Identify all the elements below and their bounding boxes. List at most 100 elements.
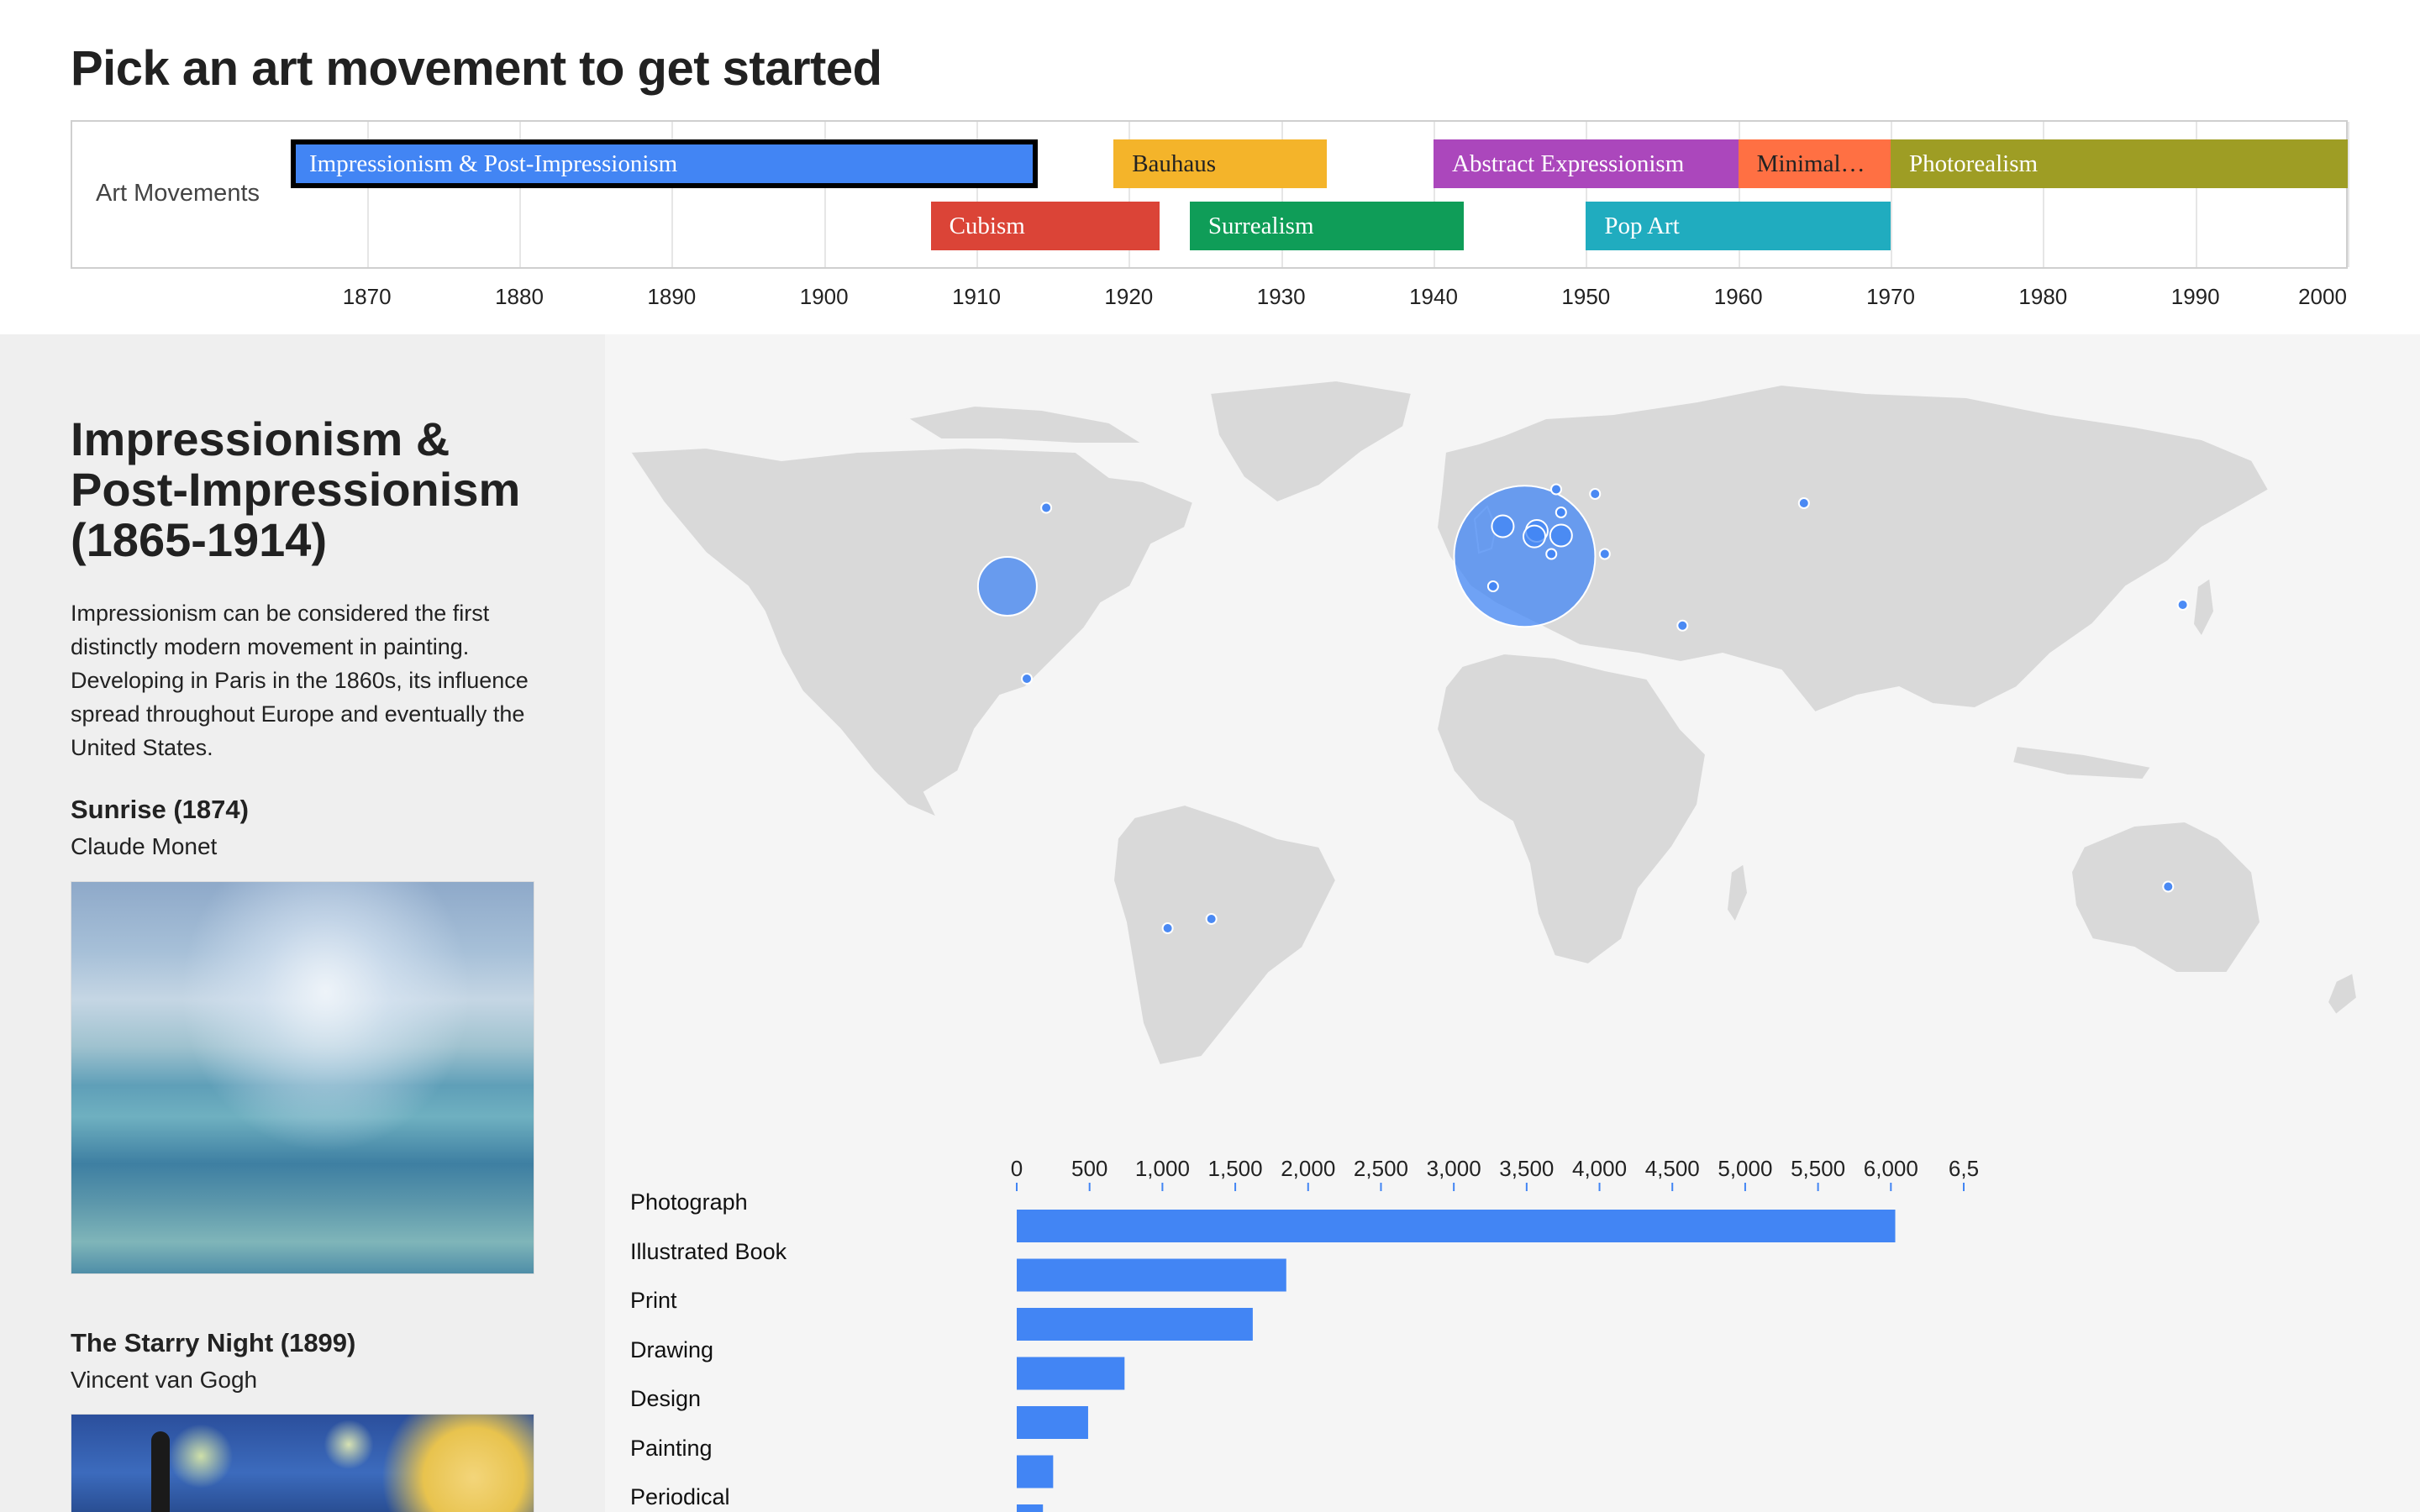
movement-title: Impressionism & Post-Impressionism (1865…	[71, 412, 521, 566]
timeline-section: Pick an art movement to get started Art …	[0, 0, 2420, 334]
x-tick-label: 1,000	[1135, 1156, 1190, 1181]
timeline-gridline	[1586, 122, 1588, 267]
timeline-gridline	[1434, 122, 1435, 267]
map-bubble-norway[interactable]	[1550, 483, 1563, 496]
timeline-movement-bauhaus[interactable]: Bauhaus	[1113, 139, 1328, 188]
movement-description: Impressionism can be considered the firs…	[71, 601, 529, 760]
timeline-movement-surrealism[interactable]: Surrealism	[1189, 202, 1465, 250]
x-tick-label: 6,5	[1949, 1156, 1979, 1181]
arctic-islands-shape	[905, 404, 1146, 444]
artwork-image-starry-night[interactable]	[71, 1414, 534, 1512]
new-zealand-shape	[2326, 971, 2359, 1016]
timeline-movement-pop-art[interactable]: Pop Art	[1586, 202, 1891, 250]
greenland-shape	[1208, 379, 1413, 504]
timeline-tick-label: 1970	[1866, 284, 1915, 309]
timeline-row-label: Art Movements	[96, 180, 260, 207]
map-bubble-belgium[interactable]	[1523, 524, 1547, 549]
page-title: Pick an art movement to get started	[71, 41, 882, 96]
x-tick-label: 4,000	[1572, 1156, 1627, 1181]
map-bubble-australia[interactable]	[2162, 880, 2175, 893]
timeline-gridline	[1281, 122, 1283, 267]
map-bubble-argentina[interactable]	[1205, 913, 1218, 925]
madagascar-shape	[1725, 862, 1749, 925]
x-tick-label: 6,000	[1864, 1156, 1918, 1181]
timeline-tick-label: 1870	[342, 284, 392, 309]
timeline-gridline	[2043, 122, 2045, 267]
world-map[interactable]	[605, 334, 2420, 1090]
timeline-gridline	[1128, 122, 1131, 267]
artwork-image-sunrise[interactable]	[71, 881, 534, 1274]
timeline-tick-label: 1890	[647, 284, 697, 309]
map-bubble-denmark[interactable]	[1555, 507, 1567, 518]
australia-shape	[2070, 820, 2262, 974]
bar-category-label: Print	[630, 1288, 677, 1313]
map-bubble-spain[interactable]	[1486, 580, 1499, 592]
artwork-artist: Vincent van Gogh	[71, 1367, 258, 1393]
bar-drawing[interactable]	[1017, 1357, 1125, 1390]
map-bubble-mexico[interactable]	[1021, 673, 1033, 685]
timeline-tick-label: 1990	[2170, 284, 2220, 309]
map-bubble-switzerland[interactable]	[1545, 548, 1558, 560]
map-bubble-hungary[interactable]	[1598, 548, 1611, 560]
cypress-shape	[151, 1431, 170, 1512]
bubble-layer	[976, 483, 2189, 934]
south-america-shape	[1112, 803, 1338, 1067]
bar-category-label: Design	[630, 1386, 702, 1411]
bar-series	[1017, 1210, 1896, 1512]
x-tick-label: 5,500	[1791, 1156, 1845, 1181]
timeline-tick-label: 1950	[1561, 284, 1611, 309]
timeline-movement-cubism[interactable]: Cubism	[930, 202, 1160, 250]
timeline-gridline	[2195, 122, 2197, 267]
bar-periodical[interactable]	[1017, 1504, 1044, 1512]
timeline-gridline	[1738, 122, 1740, 267]
timeline-movement-photorealism[interactable]: Photorealism	[1891, 139, 2348, 188]
timeline-tick-label: 1980	[2018, 284, 2068, 309]
africa-shape	[1435, 652, 1707, 966]
map-bubble-canada[interactable]	[1040, 501, 1053, 514]
map-bubble-japan[interactable]	[2176, 599, 2189, 611]
artwork-title: Sunrise (1874)	[71, 795, 249, 824]
x-tick-label: 0	[1011, 1156, 1023, 1181]
bar-category-label: Illustrated Book	[630, 1238, 787, 1264]
x-tick-label: 4,500	[1645, 1156, 1700, 1181]
bar-painting[interactable]	[1017, 1455, 1054, 1488]
map-bubble-germany[interactable]	[1549, 523, 1573, 548]
timeline-tick-label: 1940	[1409, 284, 1458, 309]
map-bubble-sweden[interactable]	[1589, 488, 1602, 500]
bar-print[interactable]	[1017, 1308, 1253, 1341]
map-bubble-russia[interactable]	[1797, 497, 1810, 509]
x-axis: 0 500 1,000 1,500 2,000 2,500 3,000 3,500 4,000 4…	[1011, 1156, 1979, 1191]
bar-category-label: Painting	[630, 1435, 713, 1461]
timeline-movement-abstract-expressionism[interactable]: Abstract Expressionism	[1434, 139, 1739, 188]
bar-design[interactable]	[1017, 1406, 1088, 1439]
timeline-gridline	[519, 122, 521, 267]
timeline-tick-label: 1900	[799, 284, 849, 309]
timeline-movement-minimal[interactable]: Minimal…	[1738, 139, 1891, 188]
x-tick-label: 500	[1071, 1156, 1107, 1181]
visualization-panel: 0 500 1,000 1,500 2,000 2,500 3,000 3,500 4,000 4…	[605, 334, 2420, 1512]
artwork-artist: Claude Monet	[71, 833, 218, 859]
timeline-tick-label: 1880	[495, 284, 544, 309]
map-bubble-israel[interactable]	[1676, 619, 1689, 632]
bar-chart: 0 500 1,000 1,500 2,000 2,500 3,000 3,500 4,000 4…	[1011, 1156, 1979, 1512]
bar-illustrated-book[interactable]	[1017, 1258, 1286, 1292]
map-bubble-united-states[interactable]	[976, 556, 1038, 617]
timeline-gridline	[2348, 122, 2349, 267]
bar-category-label: Photograph	[630, 1189, 748, 1215]
timeline-movement-impressionism-post-impressionism[interactable]: Impressionism & Post-Impressionism	[291, 139, 1038, 188]
timeline-tick-label: 1910	[952, 284, 1001, 309]
x-tick-label: 5,000	[1718, 1156, 1772, 1181]
bar-photograph[interactable]	[1017, 1210, 1896, 1242]
timeline-gridline	[366, 122, 369, 267]
indonesia-shape	[2011, 744, 2153, 781]
bar-category-label: Periodical	[630, 1484, 730, 1509]
timeline-gridline	[671, 122, 674, 267]
x-tick-label: 2,000	[1281, 1156, 1335, 1181]
japan-shape	[2191, 576, 2216, 638]
x-tick-label: 3,000	[1427, 1156, 1481, 1181]
north-america-shape	[629, 446, 1195, 819]
map-bubble-chile[interactable]	[1161, 922, 1174, 934]
map-bubble-united-kingdom[interactable]	[1491, 514, 1515, 538]
timeline-gridline	[1891, 122, 1892, 267]
map-bubble-france[interactable]	[1453, 485, 1597, 628]
